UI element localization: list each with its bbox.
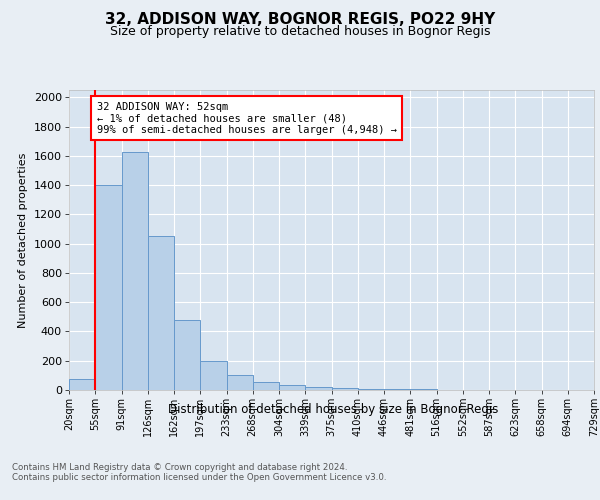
Text: Contains public sector information licensed under the Open Government Licence v3: Contains public sector information licen… [12,472,386,482]
Bar [253,382,279,390]
Bar [358,388,384,390]
Bar [279,385,305,390]
Bar [69,379,95,390]
Text: Distribution of detached houses by size in Bognor Regis: Distribution of detached houses by size … [168,402,498,415]
Bar [121,152,148,390]
Bar [227,376,253,390]
Bar [331,388,358,390]
Bar [148,236,174,390]
Text: Contains HM Land Registry data © Crown copyright and database right 2024.: Contains HM Land Registry data © Crown c… [12,462,347,471]
Text: 32 ADDISON WAY: 52sqm
← 1% of detached houses are smaller (48)
99% of semi-detac: 32 ADDISON WAY: 52sqm ← 1% of detached h… [97,102,397,135]
Y-axis label: Number of detached properties: Number of detached properties [19,152,28,328]
Bar [305,387,331,390]
Text: 32, ADDISON WAY, BOGNOR REGIS, PO22 9HY: 32, ADDISON WAY, BOGNOR REGIS, PO22 9HY [105,12,495,28]
Bar [384,389,410,390]
Bar [95,185,121,390]
Bar [200,360,227,390]
Text: Size of property relative to detached houses in Bognor Regis: Size of property relative to detached ho… [110,25,490,38]
Bar [174,320,200,390]
